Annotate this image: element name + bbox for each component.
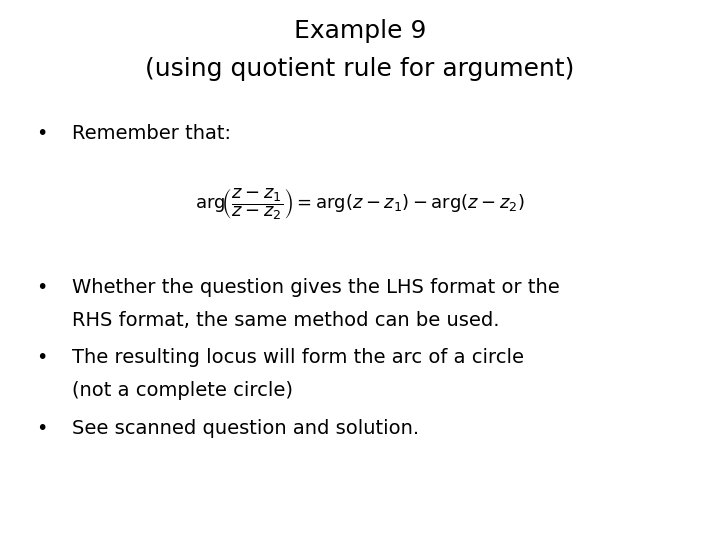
Text: RHS format, the same method can be used.: RHS format, the same method can be used.: [72, 310, 500, 329]
Text: •: •: [36, 418, 48, 437]
Text: Example 9: Example 9: [294, 19, 426, 43]
Text: (not a complete circle): (not a complete circle): [72, 381, 293, 400]
Text: •: •: [36, 278, 48, 297]
Text: Remember that:: Remember that:: [72, 124, 231, 143]
Text: •: •: [36, 348, 48, 367]
Text: Whether the question gives the LHS format or the: Whether the question gives the LHS forma…: [72, 278, 559, 297]
Text: (using quotient rule for argument): (using quotient rule for argument): [145, 57, 575, 80]
Text: $\mathrm{arg}\!\left(\dfrac{z-z_1}{z-z_2}\right)=\mathrm{arg}(z-z_1)-\mathrm{arg: $\mathrm{arg}\!\left(\dfrac{z-z_1}{z-z_2…: [195, 186, 525, 222]
Text: The resulting locus will form the arc of a circle: The resulting locus will form the arc of…: [72, 348, 524, 367]
Text: •: •: [36, 124, 48, 143]
Text: See scanned question and solution.: See scanned question and solution.: [72, 418, 419, 437]
